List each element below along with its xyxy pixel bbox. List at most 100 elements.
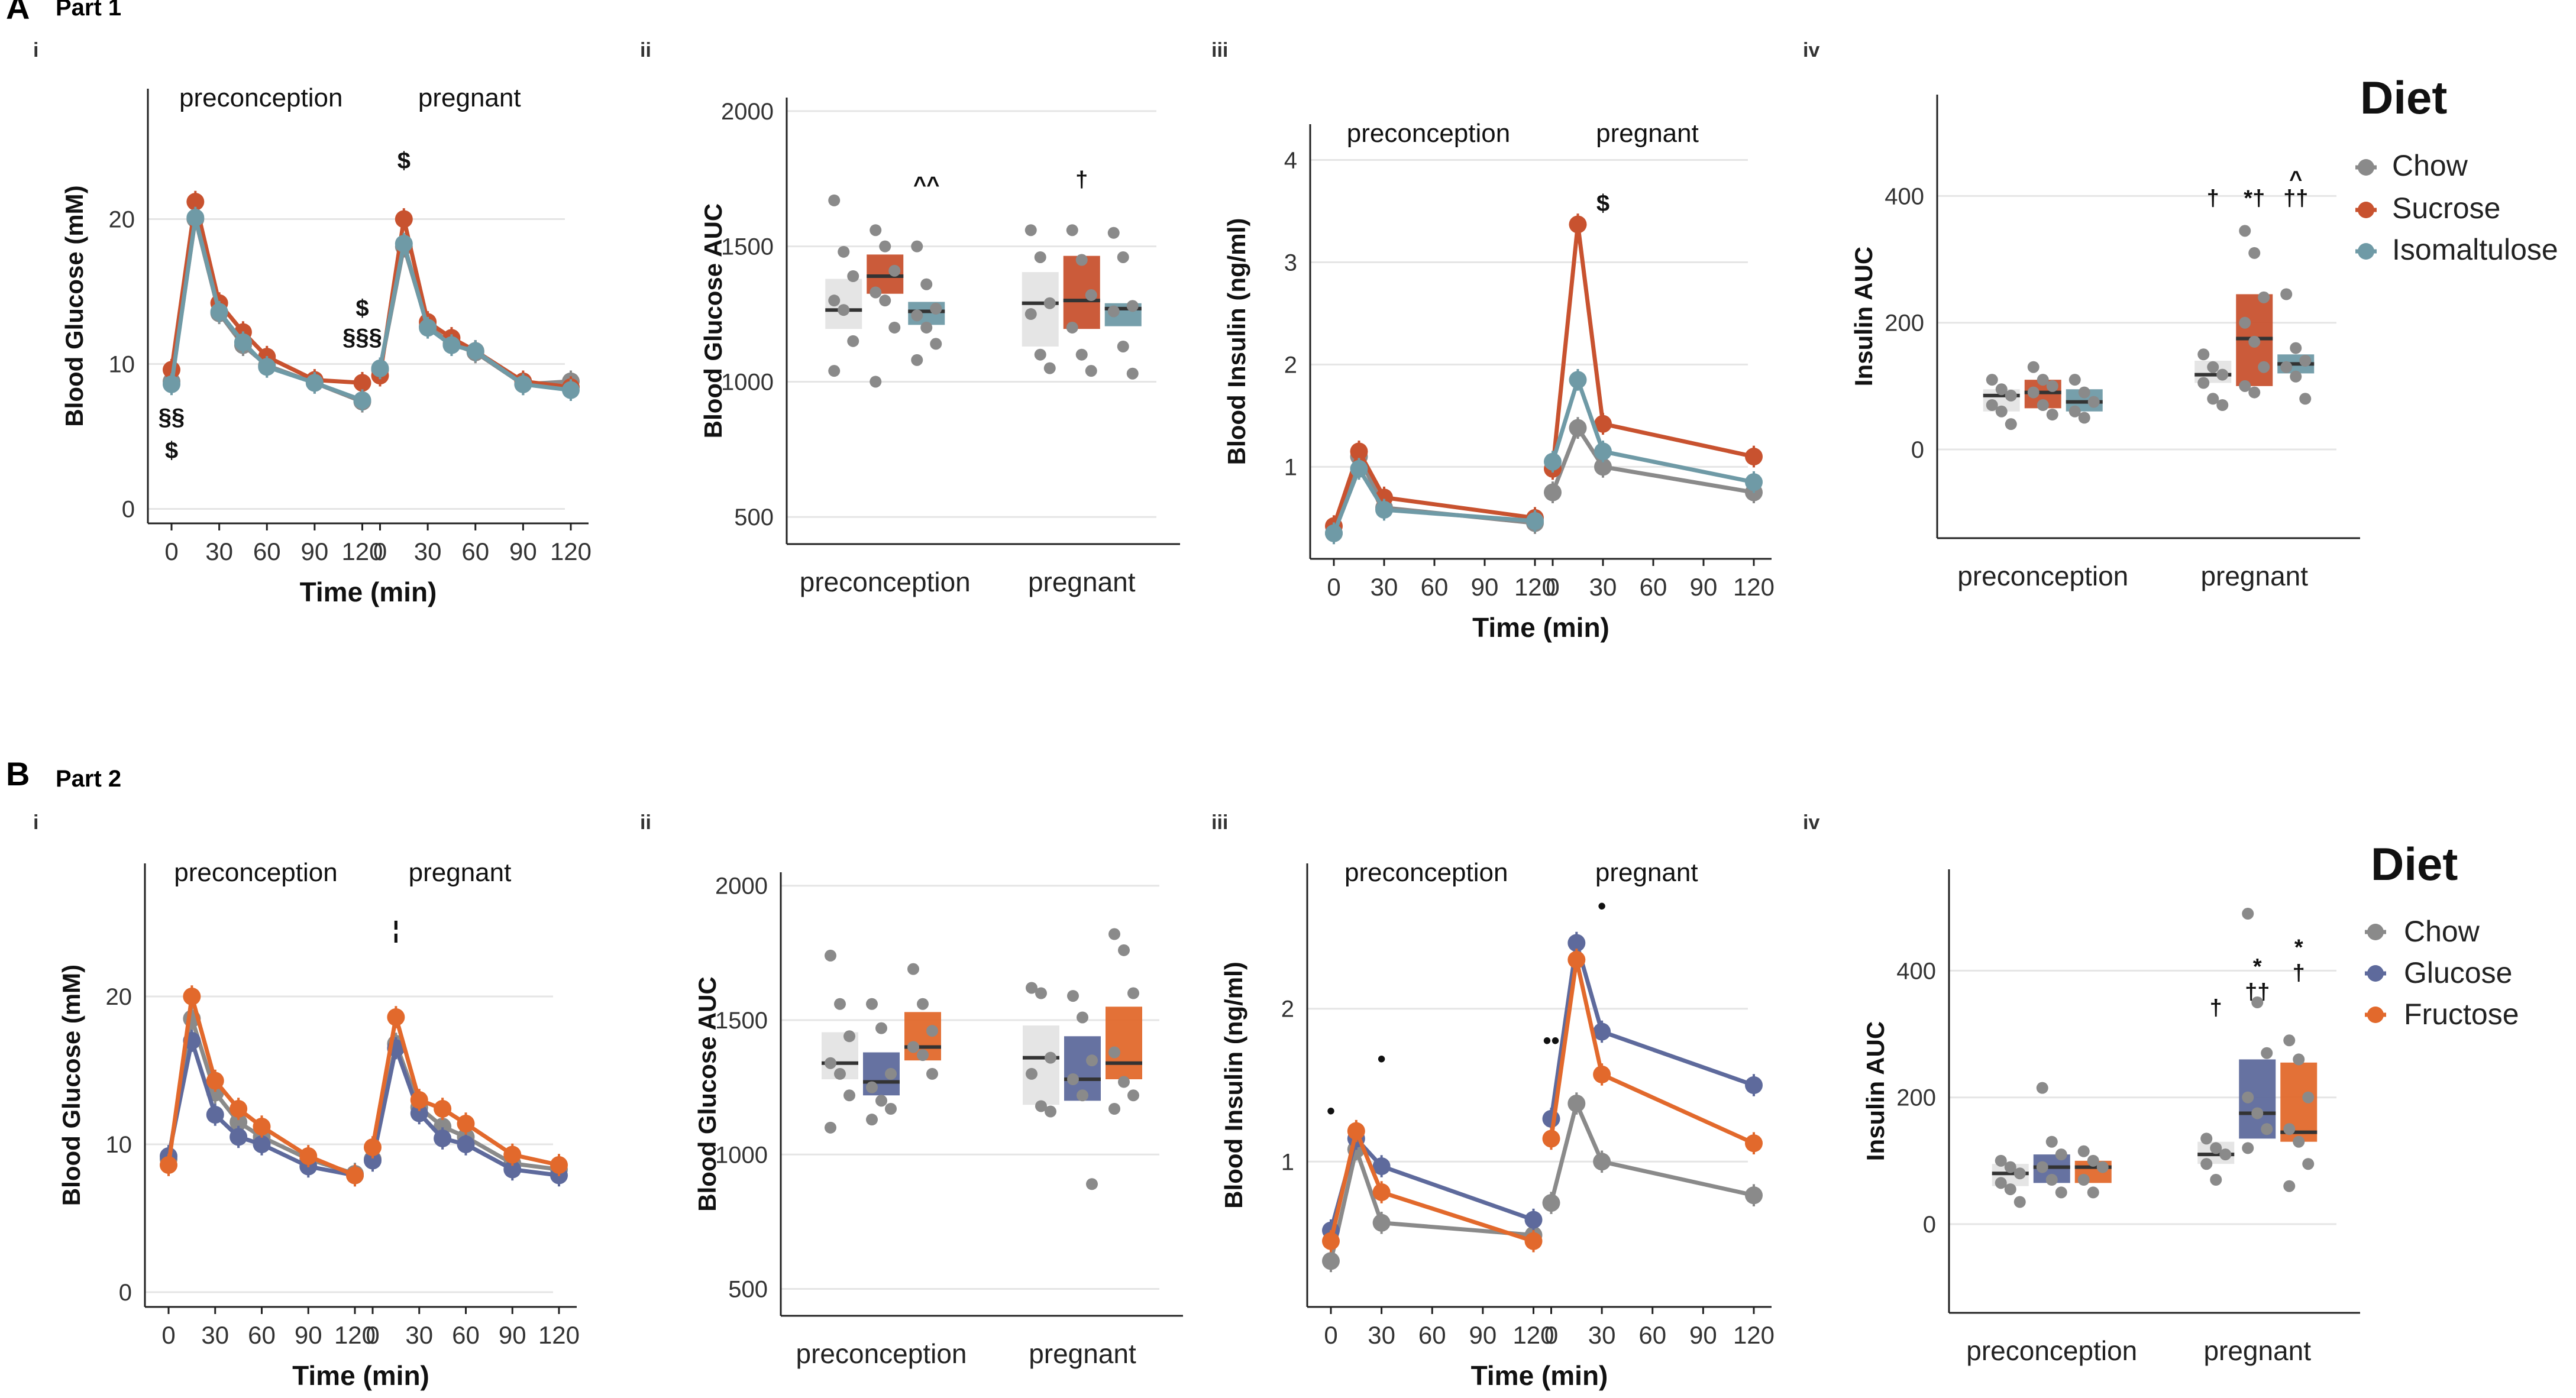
- x-tick-label: 30: [414, 538, 442, 565]
- data-point-sucrose: [870, 376, 882, 388]
- x-axis-label: Time (min): [300, 577, 437, 607]
- data-point-fructose: [926, 1067, 938, 1080]
- subpanel-label-a-iv: iv: [1803, 39, 1819, 62]
- data-point-sucrose: [353, 374, 371, 392]
- data-point-isomaltulose: [930, 338, 942, 350]
- subpanel-label-a-ii: ii: [640, 39, 651, 62]
- data-point-chow: [2207, 361, 2219, 373]
- subpanel-label-b-iv: iv: [1803, 811, 1819, 834]
- data-point-fructose: [1108, 1103, 1120, 1115]
- x-tick-label: 30: [201, 1321, 229, 1349]
- x-tick-label: 60: [1638, 1321, 1666, 1349]
- data-point-chow: [1995, 1177, 2007, 1189]
- data-point-isomaltulose: [1745, 473, 1763, 491]
- data-point-glucose: [866, 1081, 878, 1093]
- data-point-chow: [1544, 483, 1562, 501]
- x-tick-label: 0: [164, 538, 178, 565]
- x-tick-label: 90: [509, 538, 537, 565]
- significance-mark: ^^: [913, 173, 939, 198]
- y-tick-label: 2: [1284, 352, 1297, 378]
- data-point-glucose: [1524, 1211, 1543, 1229]
- significance-mark: $: [165, 438, 178, 464]
- data-point-chow: [2013, 1167, 2026, 1180]
- data-point-isomaltulose: [419, 319, 437, 337]
- data-point-glucose: [2261, 1123, 2273, 1135]
- x-tick-label: 90: [301, 538, 329, 565]
- data-point-glucose: [1567, 934, 1586, 952]
- data-point-chow: [1045, 1051, 1056, 1064]
- data-point-sucrose: [2248, 247, 2261, 259]
- x-tick-label: 120: [550, 538, 592, 565]
- y-tick-label: 1000: [715, 1142, 768, 1168]
- legend-title: Diet: [2360, 72, 2447, 124]
- data-point-fructose: [1593, 1065, 1611, 1083]
- significance-mark: $: [1596, 190, 1609, 216]
- data-point-sucrose: [870, 224, 882, 237]
- data-point-isomaltulose: [1117, 340, 1129, 352]
- x-tick-label: 60: [1421, 573, 1449, 601]
- significance-mark: •: [1598, 893, 1606, 919]
- data-point-glucose: [1086, 1054, 1098, 1067]
- data-point-chow: [1995, 1154, 2007, 1167]
- series-line-isomaltulose: [378, 241, 571, 393]
- data-point-isomaltulose: [911, 240, 923, 253]
- y-tick-label: 500: [734, 504, 774, 530]
- data-point-fructose: [1567, 950, 1586, 969]
- data-point-isomaltulose: [1107, 305, 1120, 318]
- data-point-isomaltulose: [1350, 459, 1368, 478]
- significance-mark: †: [2293, 961, 2305, 986]
- data-point-fructose: [907, 1041, 919, 1053]
- significance-mark: ††: [2245, 980, 2270, 1005]
- data-point-chow: [1024, 224, 1037, 237]
- data-point-isomaltulose: [1375, 500, 1393, 519]
- data-point-fructose: [387, 1008, 405, 1026]
- significance-mark: †: [2207, 186, 2219, 211]
- y-tick-label: 200: [1896, 1085, 1936, 1111]
- significance-mark: $: [355, 296, 369, 322]
- x-tick-label: 120: [1512, 1321, 1554, 1349]
- data-point-sucrose: [1066, 321, 1078, 334]
- y-tick-label: 2000: [715, 873, 768, 899]
- legend-a: Diet Chow Sucrose Isomaltulose: [2355, 72, 2558, 266]
- chart-b-iii: 1 2 Blood Insulin (ng/ml) 0 30 60 90 120 preconc…: [1220, 858, 1775, 1391]
- data-point-glucose: [364, 1151, 382, 1170]
- data-point-isomaltulose: [258, 358, 276, 376]
- data-point-glucose: [2045, 1135, 2058, 1148]
- data-point-glucose: [434, 1130, 452, 1147]
- x-tick-label: 120: [1733, 573, 1775, 601]
- data-point-chow: [828, 295, 841, 307]
- data-point-fructose: [1108, 928, 1120, 940]
- data-point-glucose: [2055, 1186, 2067, 1199]
- x-tick-label: 30: [1588, 1321, 1616, 1349]
- series-line-fructose: [1549, 957, 1755, 1145]
- significance-mark: $: [397, 148, 411, 174]
- y-tick-label: 1500: [721, 234, 774, 260]
- data-point-chow: [825, 1121, 836, 1134]
- data-point-chow: [1995, 383, 2008, 396]
- data-point-glucose: [1372, 1157, 1391, 1176]
- y-tick-label: 20: [109, 207, 135, 233]
- data-point-isomaltulose: [395, 235, 413, 253]
- data-point-glucose: [875, 1095, 887, 1107]
- x-tick-label: 0: [366, 1321, 379, 1349]
- data-point-glucose: [410, 1104, 428, 1122]
- data-point-glucose: [866, 1114, 878, 1126]
- box-fructose: [1106, 1007, 1142, 1079]
- data-point-isomaltulose: [562, 381, 580, 399]
- y-tick-label: 400: [1885, 183, 1924, 209]
- x-tick-label: 120: [1733, 1321, 1775, 1349]
- data-point-fructose: [1127, 1089, 1139, 1102]
- data-point-isomaltulose: [920, 321, 933, 334]
- data-point-chow: [847, 335, 859, 347]
- x-tick-label: 0: [1546, 573, 1559, 601]
- legend-title: Diet: [2371, 838, 2458, 890]
- subpanel-label-a-i: i: [33, 39, 38, 62]
- data-point-fructose: [1108, 1046, 1120, 1059]
- y-tick-label: 500: [728, 1277, 768, 1303]
- legend-entry: Sucrose: [2392, 192, 2500, 225]
- y-tick-label: 10: [106, 1132, 132, 1158]
- data-point-chow: [1995, 405, 2008, 418]
- y-tick-label: 4: [1284, 148, 1297, 174]
- data-point-isomaltulose: [930, 302, 942, 315]
- data-point-chow: [1043, 297, 1056, 309]
